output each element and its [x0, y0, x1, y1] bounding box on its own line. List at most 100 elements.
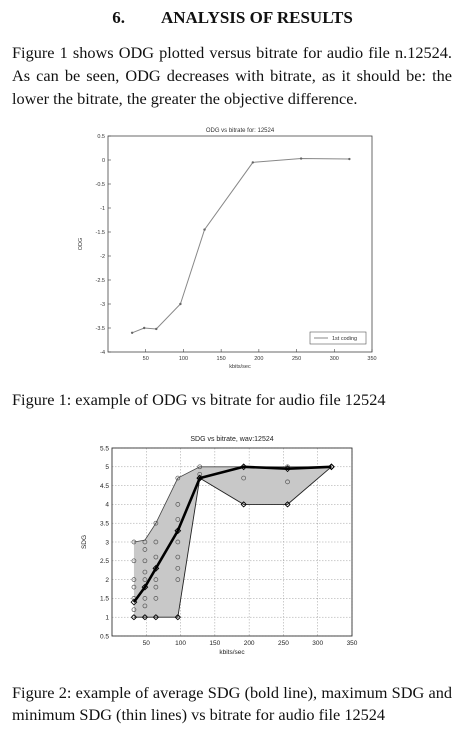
x-axis-label: kbits/sec [229, 364, 251, 370]
x-axis-label: kbits/sec [219, 649, 245, 656]
y-axis-label: SDG [81, 535, 88, 549]
sdg-observation-point [153, 539, 159, 545]
sdg-observation-point [142, 596, 148, 601]
sdg-observation-point [142, 547, 148, 552]
sdg-observation-point [175, 539, 181, 545]
sdg-minimum-marker [328, 463, 335, 470]
y-tick-label: -1.5 [96, 230, 105, 236]
section-title: ANALYSIS OF RESULTS [160, 8, 353, 27]
section-number: 6. [112, 8, 125, 27]
sdg-observation-point [197, 471, 203, 477]
sdg-observation-point [175, 475, 181, 481]
chart-title: SDG vs bitrate, wav:12524 [190, 436, 273, 443]
sdg-observation-point [142, 577, 148, 582]
sdg-observation-point [241, 475, 247, 481]
y-tick-label: 1.5 [100, 596, 109, 603]
y-tick-label: 4.5 [100, 483, 109, 490]
plot-frame [107, 135, 373, 353]
sdg-observation-point [142, 569, 148, 575]
y-tick-label: 2 [105, 577, 109, 584]
odg-data-point [179, 302, 182, 306]
sdg-average-marker [141, 583, 149, 591]
sdg-average-marker [240, 463, 248, 471]
y-tick-label: -4 [100, 350, 105, 356]
figure-1-odg-chart: ODG vs bitrate for: 12524 50 100 150 200 250 3… [78, 128, 377, 370]
sdg-observation-point [142, 558, 148, 564]
sdg-minimum-marker [174, 614, 181, 621]
sdg-observation-point [175, 502, 181, 507]
x-tick-label: 200 [244, 640, 255, 647]
sdg-minimum-marker [152, 614, 159, 621]
sdg-observation-point [153, 520, 159, 526]
y-axis-label: ODG [78, 238, 84, 251]
sdg-minimum-marker [240, 501, 247, 508]
sdg-average-marker [152, 564, 160, 572]
y-tick-label: -3 [100, 302, 105, 308]
sdg-average-marker [130, 598, 138, 606]
y-tick-label: 0.5 [100, 633, 109, 640]
x-tick-label: 300 [330, 356, 339, 362]
y-tick-label: 4 [105, 502, 109, 509]
figure-1-caption: Figure 1: example of ODG vs bitrate for … [12, 390, 386, 409]
x-tick-label: 100 [179, 356, 188, 362]
plot-frame [111, 447, 353, 637]
sdg-observation-point [153, 584, 159, 590]
sdg-observation-point [153, 577, 159, 582]
sdg-minimum-marker [141, 614, 149, 621]
x-tick-label: 200 [254, 356, 263, 362]
sdg-observation-point [153, 596, 159, 601]
x-tick-label: 350 [347, 640, 358, 647]
chart-title: ODG vs bitrate for: 12524 [206, 128, 275, 134]
x-tick-label: 150 [209, 640, 220, 647]
sdg-observation-point [175, 577, 181, 582]
sdg-observation-point [131, 558, 137, 564]
y-tick-label: -2.5 [96, 278, 105, 284]
odg-data-point [348, 157, 351, 161]
x-tick-label: 250 [292, 356, 301, 362]
odg-data-point [251, 161, 255, 164]
y-tick-label: 3 [105, 539, 109, 546]
y-tick-label: 2.5 [100, 558, 109, 565]
x-tick-label: 250 [278, 640, 289, 647]
sdg-average-marker [174, 527, 182, 535]
sdg-observation-point [142, 603, 148, 609]
odg-data-point [143, 326, 146, 330]
odg-data-point [155, 327, 158, 331]
sdg-minimum-marker [284, 501, 291, 508]
sdg-observation-point [153, 554, 159, 560]
figure-2-sdg-chart: SDG vs bitrate, wav:12524 50 100 150 200 250 3… [81, 436, 358, 656]
y-tick-label: -1 [100, 206, 105, 212]
sdg-average-marker [284, 465, 291, 473]
y-tick-label: 3.5 [100, 521, 109, 528]
y-tick-label: 0.5 [97, 134, 105, 140]
y-tick-label: -2 [100, 254, 105, 260]
sdg-observation-point [175, 517, 181, 522]
sdg-minimum-marker [196, 474, 203, 482]
section-heading: 6. ANALYSIS OF RESULTS [0, 8, 465, 28]
sdg-average-line [132, 465, 332, 603]
legend-box [309, 331, 367, 345]
x-tick-label: 300 [312, 640, 323, 647]
x-tick-label: 350 [367, 356, 376, 362]
sdg-minimum-marker [130, 614, 138, 621]
odg-data-point [130, 331, 134, 334]
sdg-maximum-line [133, 466, 332, 543]
body-paragraph: Figure 1 shows ODG plotted versus bitrat… [12, 43, 452, 108]
sdg-observation-point [175, 565, 181, 571]
sdg-observation-point [131, 577, 137, 582]
legend-label: 1st coding [332, 336, 357, 342]
sdg-minimum-line [133, 466, 332, 618]
sdg-observation-point [131, 607, 137, 613]
y-tick-label: 0 [102, 158, 105, 164]
odg-data-point [203, 228, 206, 231]
x-tick-label: 150 [217, 356, 226, 362]
odg-data-point [299, 157, 303, 160]
x-tick-label: 50 [143, 640, 151, 647]
y-tick-label: 5 [105, 464, 109, 471]
sdg-observation-point [285, 479, 290, 485]
figure-2-caption: Figure 2: example of average SDG (bold l… [12, 683, 452, 724]
y-tick-label: 5.5 [100, 445, 109, 452]
y-tick-label: -3.5 [96, 326, 105, 332]
y-tick-label: 1 [105, 615, 109, 622]
sdg-observation-point [131, 584, 137, 590]
